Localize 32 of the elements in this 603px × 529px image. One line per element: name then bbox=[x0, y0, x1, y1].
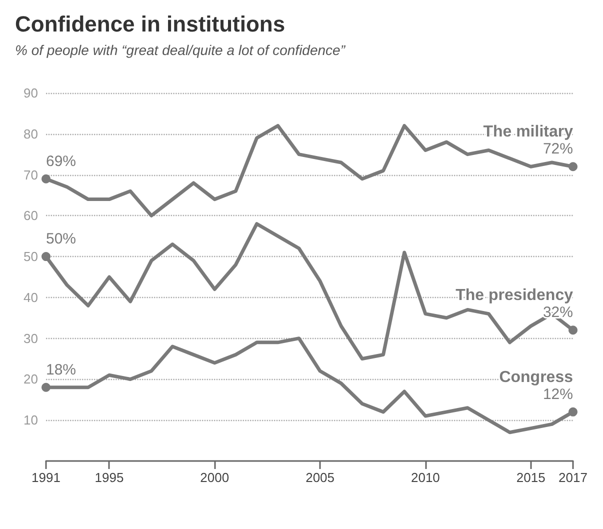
data-label: 72% bbox=[542, 140, 573, 158]
y-tick-label: 10 bbox=[24, 412, 38, 428]
point bbox=[42, 174, 50, 184]
y-tick-label: 90 bbox=[24, 86, 38, 100]
data-label: 12% bbox=[542, 386, 573, 403]
x-tick-label: 2015 bbox=[516, 470, 546, 485]
point bbox=[568, 407, 578, 416]
series-label: Congress bbox=[499, 368, 574, 386]
x-tick-label: 1991 bbox=[32, 470, 60, 485]
data-label: 18% bbox=[46, 361, 76, 378]
chart-title: Confidence in institutions bbox=[15, 12, 286, 36]
x-tick-label: 1995 bbox=[94, 470, 124, 485]
y-tick-label: 30 bbox=[24, 330, 38, 346]
y-tick-label: 50 bbox=[24, 249, 38, 264]
y-tick-label: 60 bbox=[24, 208, 38, 224]
data-label: 50% bbox=[46, 230, 76, 248]
y-tick-label: 80 bbox=[24, 126, 38, 142]
y-tick-label: 70 bbox=[24, 167, 38, 182]
y-tick-label: 40 bbox=[24, 290, 38, 305]
series-label: The military bbox=[483, 124, 574, 141]
point bbox=[568, 162, 578, 172]
x-tick-label: 2017 bbox=[558, 470, 588, 485]
series-label: The presidency bbox=[456, 287, 574, 304]
x-tick-label: 2005 bbox=[306, 470, 334, 485]
point bbox=[568, 326, 578, 335]
data-label: 69% bbox=[46, 152, 76, 170]
x-tick-label: 2000 bbox=[200, 470, 230, 485]
x-tick-label: 2010 bbox=[410, 470, 440, 485]
point bbox=[42, 252, 50, 262]
point bbox=[42, 382, 50, 392]
y-tick-label: 20 bbox=[24, 372, 38, 387]
chart-subtitle: % of people with “great deal/quite a lot of confidence” bbox=[15, 42, 346, 58]
